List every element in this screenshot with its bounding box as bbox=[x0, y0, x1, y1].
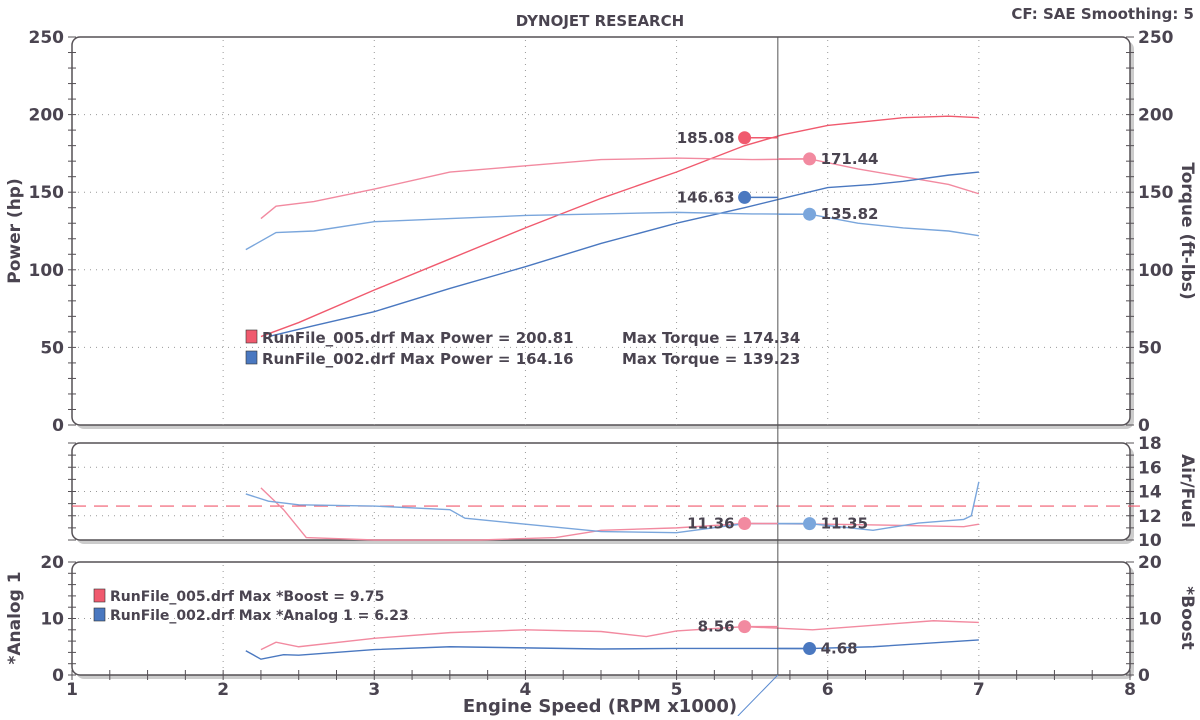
x-tick-label: 8 bbox=[1124, 680, 1136, 700]
legend-torque: Max Torque = 174.34 bbox=[622, 329, 800, 347]
x-tick-label: 6 bbox=[822, 680, 834, 700]
marker-dot bbox=[803, 517, 817, 531]
legend-entry: RunFile_005.drf Max Power = 200.81 bbox=[262, 329, 574, 347]
x-tick-label: 2 bbox=[217, 680, 229, 700]
legend-swatch bbox=[245, 350, 258, 365]
marker-value: 4.68 bbox=[821, 640, 858, 658]
analog-axis-label: *Analog 1 bbox=[5, 571, 25, 664]
marker-dot bbox=[738, 131, 752, 145]
marker-value: 146.63 bbox=[677, 188, 735, 206]
torque-tick-label: 100 bbox=[1138, 261, 1174, 281]
legend-entry: RunFile_005.drf Max *Boost = 9.75 bbox=[110, 589, 384, 605]
marker-dot bbox=[738, 620, 752, 634]
cursor-pointer bbox=[737, 674, 779, 717]
legend-torque: Max Torque = 139.23 bbox=[622, 350, 800, 368]
marker-value: 185.08 bbox=[677, 129, 735, 147]
marker-value: 135.82 bbox=[821, 205, 879, 223]
power-tick-label: 50 bbox=[40, 338, 64, 358]
torque-axis-label: Torque (ft-lbs) bbox=[1177, 162, 1197, 299]
torque-tick-label: 50 bbox=[1138, 338, 1162, 358]
analog-tick-label: 0 bbox=[52, 666, 64, 686]
marker-value: 11.35 bbox=[821, 515, 868, 533]
x-tick-label: 5 bbox=[671, 680, 683, 700]
torque-tick-label: 250 bbox=[1138, 28, 1174, 48]
analog-tick-label: 20 bbox=[40, 553, 64, 573]
afr-tick-label: 16 bbox=[1138, 458, 1162, 478]
x-axis-label: Engine Speed (RPM x1000) bbox=[463, 696, 737, 716]
x-tick-label: 1 bbox=[66, 680, 78, 700]
marker-dot bbox=[803, 152, 817, 166]
legend-swatch bbox=[93, 588, 106, 603]
x-tick-label: 4 bbox=[520, 680, 532, 700]
boost-tick-label: 20 bbox=[1138, 553, 1162, 573]
legend-entry: RunFile_002.drf Max Power = 164.16 bbox=[262, 350, 574, 368]
legend-entry: RunFile_002.drf Max *Analog 1 = 6.23 bbox=[110, 608, 409, 624]
power-tick-label: 200 bbox=[29, 106, 65, 126]
x-tick-label: 3 bbox=[368, 680, 380, 700]
marker-value: 11.36 bbox=[687, 515, 734, 533]
marker-value: 8.56 bbox=[698, 618, 735, 636]
legend-swatch bbox=[93, 607, 106, 622]
boost-tick-label: 0 bbox=[1138, 666, 1150, 686]
series-line-runfile-005-torque bbox=[260, 157, 980, 220]
boost-tick-label: 10 bbox=[1138, 610, 1162, 630]
afr-tick-label: 10 bbox=[1138, 531, 1162, 551]
series-line-runfile-005-boost bbox=[260, 620, 979, 651]
power-tick-label: 250 bbox=[29, 28, 65, 48]
marker-value: 171.44 bbox=[821, 150, 879, 168]
x-tick-label: 7 bbox=[973, 680, 985, 700]
torque-tick-label: 150 bbox=[1138, 183, 1174, 203]
afr-tick-label: 18 bbox=[1138, 434, 1162, 454]
series-line-runfile-002-torque bbox=[245, 211, 979, 251]
analog-tick-label: 10 bbox=[40, 610, 64, 630]
settings-label: CF: SAE Smoothing: 5 bbox=[1011, 5, 1194, 23]
afr-axis-label: Air/Fuel bbox=[1177, 454, 1197, 528]
power-tick-label: 150 bbox=[29, 183, 65, 203]
marker-dot bbox=[738, 190, 752, 204]
power-tick-label: 0 bbox=[52, 416, 64, 436]
series-line-runfile-002-power bbox=[268, 171, 979, 338]
power-tick-label: 100 bbox=[29, 261, 65, 281]
torque-tick-label: 200 bbox=[1138, 106, 1174, 126]
marker-dot bbox=[803, 642, 817, 656]
series-line-runfile-002-afr bbox=[245, 481, 980, 534]
chart-title: DYNOJET RESEARCH bbox=[516, 12, 684, 30]
boost-axis-label: *Boost bbox=[1177, 586, 1197, 649]
power-axis-label: Power (hp) bbox=[5, 178, 25, 284]
marker-dot bbox=[738, 517, 752, 531]
power-panel-frame bbox=[71, 36, 1131, 426]
legend-swatch bbox=[245, 329, 258, 344]
torque-tick-label: 0 bbox=[1138, 416, 1150, 436]
afr-tick-label: 14 bbox=[1138, 483, 1162, 503]
marker-dot bbox=[803, 207, 817, 221]
afr-tick-label: 12 bbox=[1138, 507, 1162, 527]
